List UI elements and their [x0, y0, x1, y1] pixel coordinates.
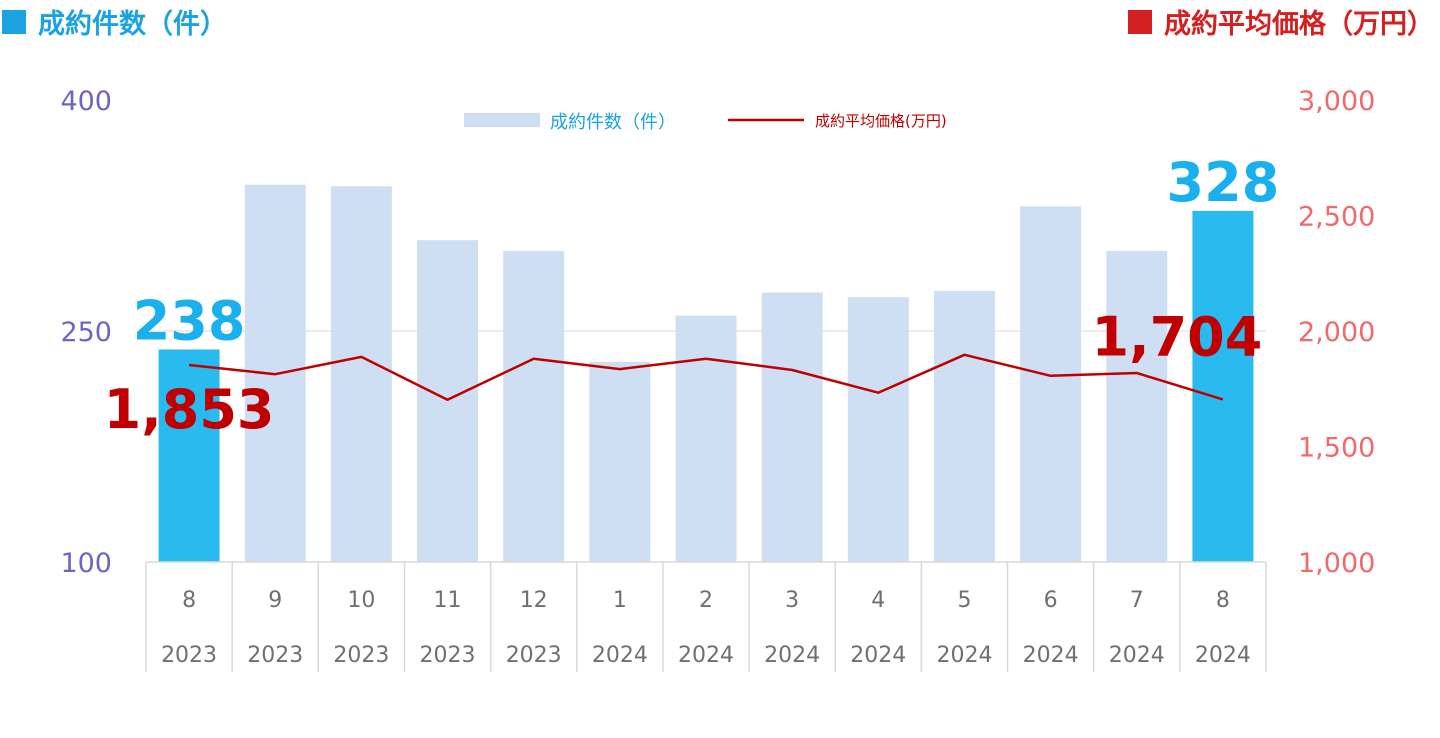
x-tick-label-year: 2024 [764, 643, 820, 668]
line-value-label: 1,853 [104, 378, 275, 441]
bar [1106, 250, 1168, 563]
x-tick-label-year: 2024 [592, 643, 648, 668]
right-y-tick-label: 2,000 [1298, 317, 1375, 348]
left-y-tick-label: 250 [60, 317, 112, 348]
data-labels: 238 328 1,853 1,704 [104, 151, 1280, 441]
right-y-tick-label: 2,500 [1298, 202, 1375, 233]
bar [1192, 210, 1254, 562]
right-y-tick-label: 3,000 [1298, 86, 1375, 117]
bar [761, 292, 823, 562]
left-y-tick-label: 100 [60, 548, 112, 579]
bar [847, 297, 909, 562]
x-tick-label-year: 2024 [1195, 643, 1251, 668]
x-tick-label-year: 2024 [850, 643, 906, 668]
red-square-icon [1128, 9, 1152, 34]
bar [158, 349, 220, 562]
x-tick-label-year: 2024 [1023, 643, 1079, 668]
line-series [188, 353, 1224, 402]
legend-label-count: 成約件数（件） [550, 112, 676, 133]
x-tick-label-month: 10 [347, 588, 375, 613]
bar [330, 186, 392, 563]
x-tick-label-month: 5 [957, 588, 971, 613]
x-tick-label-year: 2024 [678, 643, 734, 668]
x-tick-label-month: 7 [1130, 588, 1144, 613]
bar [1020, 206, 1082, 562]
x-tick-label-month: 3 [785, 588, 799, 613]
bar-value-label: 328 [1167, 151, 1280, 214]
left-y-tick-label: 400 [60, 86, 112, 117]
left-axis-header-text: 成約件数（件） [38, 9, 227, 40]
left-axis-header: 成約件数（件） [2, 2, 227, 41]
x-tick-label-month: 2 [699, 588, 713, 613]
legend-label-price: 成約平均価格(万円) [815, 112, 947, 130]
x-tick-label-month: 11 [434, 588, 462, 613]
x-tick-label-month: 4 [871, 588, 885, 613]
x-tick-label-year: 2023 [161, 643, 217, 668]
legend-swatch-count [464, 113, 540, 127]
x-tick-label-year: 2023 [420, 643, 476, 668]
line-value-label: 1,704 [1092, 305, 1263, 368]
x-tick-label-year: 2023 [333, 643, 389, 668]
x-tick-label-year: 2023 [247, 643, 303, 668]
bar [933, 290, 995, 562]
right-axis-header-text: 成約平均価格（万円） [1164, 9, 1434, 40]
bar [417, 240, 479, 562]
right-y-tick-label: 1,000 [1298, 548, 1375, 579]
bar [589, 361, 651, 562]
right-y-tick-label: 1,500 [1298, 433, 1375, 464]
blue-square-icon [2, 9, 26, 34]
right-axis-header: 成約平均価格（万円） [1128, 2, 1434, 41]
bar-value-label: 238 [133, 289, 246, 352]
x-tick-label-month: 1 [613, 588, 627, 613]
x-tick-label-year: 2024 [936, 643, 992, 668]
bar [675, 315, 737, 562]
x-tick-label-month: 8 [1216, 588, 1230, 613]
x-tick-label-month: 8 [182, 588, 196, 613]
x-tick-label-month: 9 [268, 588, 282, 613]
x-tick-label-year: 2023 [506, 643, 562, 668]
x-tick-label-month: 12 [520, 588, 548, 613]
x-tick-label-year: 2024 [1109, 643, 1165, 668]
x-tick-label-month: 6 [1044, 588, 1058, 613]
bar [503, 250, 565, 563]
legend: 成約件数（件） 成約平均価格(万円) [464, 112, 947, 133]
axes: 8202392023102023112023122023120242202432… [60, 86, 1375, 672]
